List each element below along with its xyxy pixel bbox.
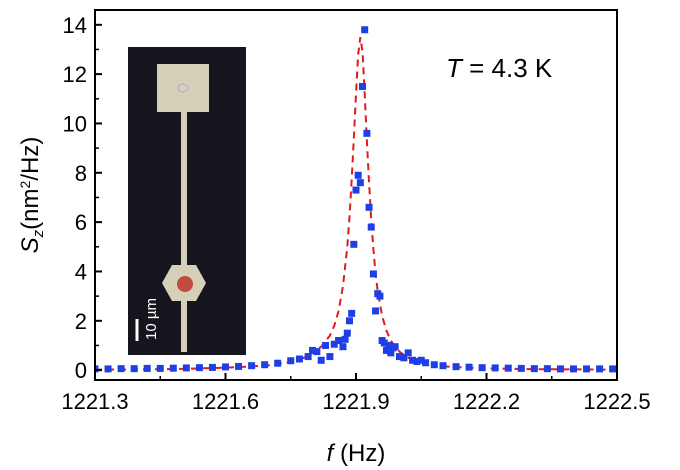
inset-photo: 10 µm	[128, 47, 246, 355]
data-point	[326, 353, 333, 360]
data-point	[363, 130, 370, 137]
data-point	[335, 337, 342, 344]
data-point	[431, 361, 438, 368]
data-point	[344, 330, 351, 337]
data-point	[422, 359, 429, 366]
data-point	[339, 343, 346, 350]
y-tick-label: 12	[63, 62, 87, 87]
data-point	[505, 365, 512, 372]
y-tick-label: 2	[75, 309, 87, 334]
data-point	[557, 365, 564, 372]
x-tick-label: 1222.2	[453, 389, 520, 414]
data-point	[372, 307, 379, 314]
data-point	[355, 172, 362, 179]
data-point	[318, 357, 325, 364]
data-point	[376, 293, 383, 300]
data-point	[609, 365, 616, 372]
data-point	[392, 343, 399, 350]
inset-scale-label: 10 µm	[143, 298, 160, 340]
data-point	[274, 360, 281, 367]
data-point	[287, 357, 294, 364]
data-point	[118, 365, 125, 372]
data-point	[596, 365, 603, 372]
x-tick-label: 1221.9	[322, 389, 389, 414]
x-axis-label: f (Hz)	[327, 440, 386, 467]
y-tick-label: 0	[75, 358, 87, 383]
data-point	[466, 364, 473, 371]
y-axis: 0 2 4 6 8 10 12 14	[63, 13, 102, 383]
data-point	[196, 364, 203, 371]
data-point	[313, 348, 320, 355]
data-point	[479, 364, 486, 371]
data-point	[170, 365, 177, 372]
inset-square-pad	[157, 64, 209, 112]
x-tick-label: 1221.3	[61, 389, 128, 414]
data-point	[370, 270, 377, 277]
y-tick-label: 4	[75, 259, 87, 284]
data-point	[361, 26, 368, 33]
data-point	[261, 361, 268, 368]
data-point	[492, 364, 499, 371]
data-point	[518, 365, 525, 372]
y-tick-label: 10	[63, 111, 87, 136]
inset-laser-spot	[177, 276, 193, 292]
data-point	[348, 310, 355, 317]
x-tick-label: 1221.6	[192, 389, 259, 414]
temperature-annotation: T = 4.3 K	[446, 53, 553, 83]
data-point	[183, 364, 190, 371]
data-point	[296, 356, 303, 363]
data-point	[322, 342, 329, 349]
data-point	[353, 187, 360, 194]
data-point	[440, 362, 447, 369]
inset-beam	[181, 112, 187, 352]
y-tick-label: 14	[63, 13, 87, 38]
x-tick-label: 1222.5	[583, 389, 650, 414]
data-point	[248, 362, 255, 369]
data-point	[357, 179, 364, 186]
data-point	[222, 363, 229, 370]
data-point	[583, 365, 590, 372]
data-point	[157, 365, 164, 372]
data-point	[144, 365, 151, 372]
data-point	[531, 365, 538, 372]
data-point	[209, 364, 216, 371]
data-point	[235, 363, 242, 370]
data-point	[359, 83, 366, 90]
data-point	[570, 365, 577, 372]
data-point	[131, 365, 138, 372]
data-point	[342, 336, 349, 343]
data-point	[368, 224, 375, 231]
data-point	[350, 241, 357, 248]
data-point	[366, 204, 373, 211]
y-tick-label: 6	[75, 210, 87, 235]
data-point	[346, 317, 353, 324]
data-point	[453, 363, 460, 370]
data-point	[305, 353, 312, 360]
data-point	[544, 365, 551, 372]
y-axis-label: Sz(nm2/Hz)	[17, 137, 47, 254]
y-tick-label: 8	[75, 161, 87, 186]
data-point	[405, 349, 412, 356]
data-point	[105, 365, 112, 372]
